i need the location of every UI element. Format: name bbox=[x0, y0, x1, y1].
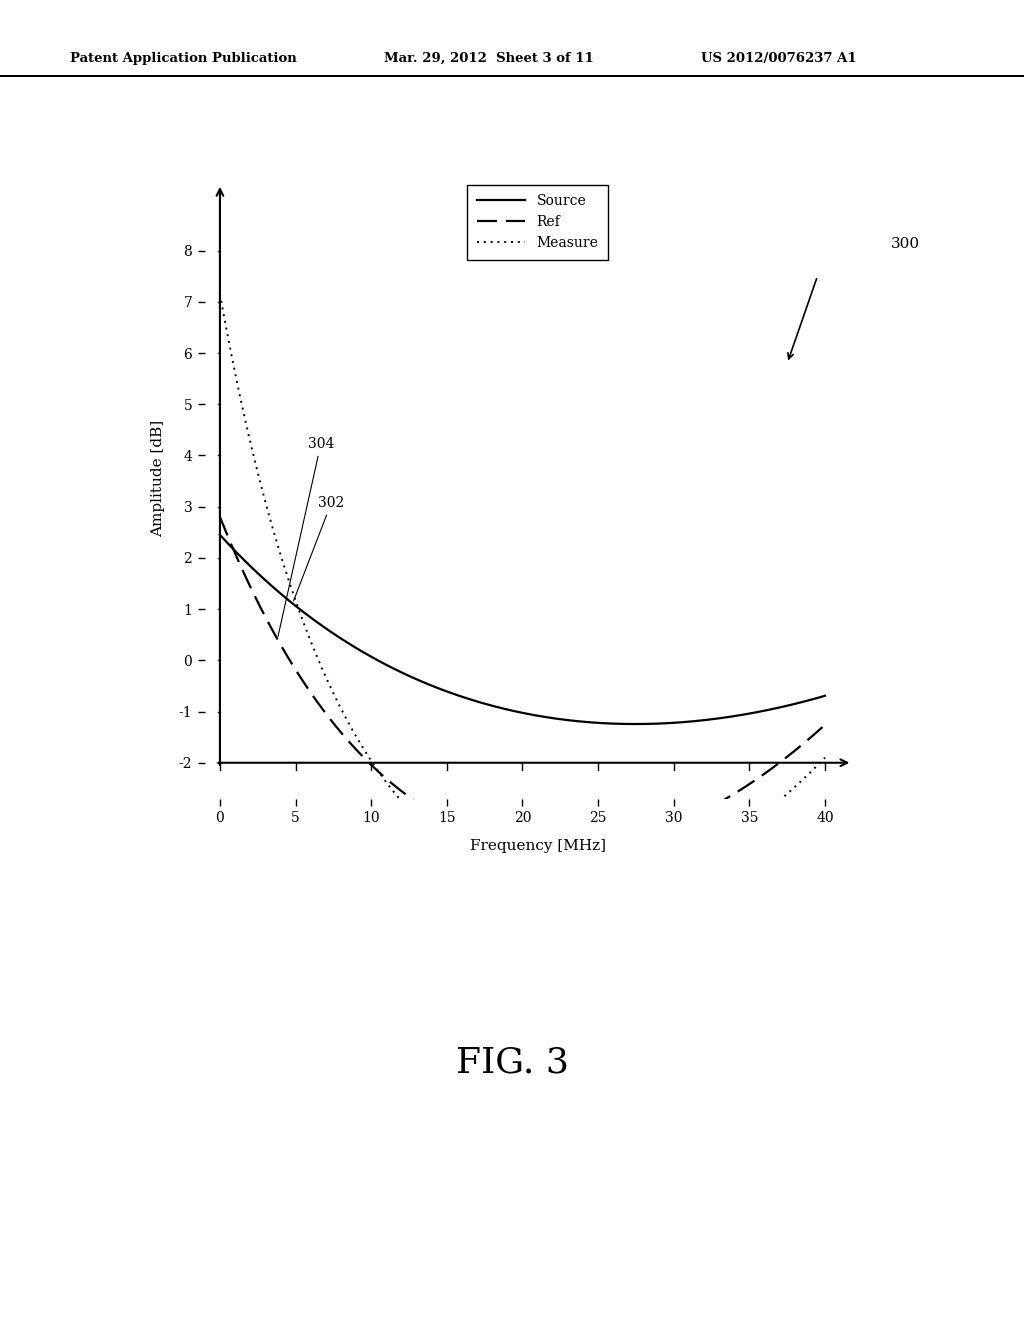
Y-axis label: Amplitude [dB]: Amplitude [dB] bbox=[151, 420, 165, 537]
Text: 302: 302 bbox=[294, 496, 344, 601]
Legend: Source, Ref, Measure: Source, Ref, Measure bbox=[467, 185, 608, 260]
Text: Patent Application Publication: Patent Application Publication bbox=[70, 51, 296, 65]
X-axis label: Frequency [MHz]: Frequency [MHz] bbox=[470, 840, 605, 853]
Text: US 2012/0076237 A1: US 2012/0076237 A1 bbox=[701, 51, 857, 65]
Text: 300: 300 bbox=[891, 238, 920, 251]
Text: Mar. 29, 2012  Sheet 3 of 11: Mar. 29, 2012 Sheet 3 of 11 bbox=[384, 51, 594, 65]
Text: FIG. 3: FIG. 3 bbox=[456, 1045, 568, 1080]
Text: 304: 304 bbox=[278, 437, 334, 636]
